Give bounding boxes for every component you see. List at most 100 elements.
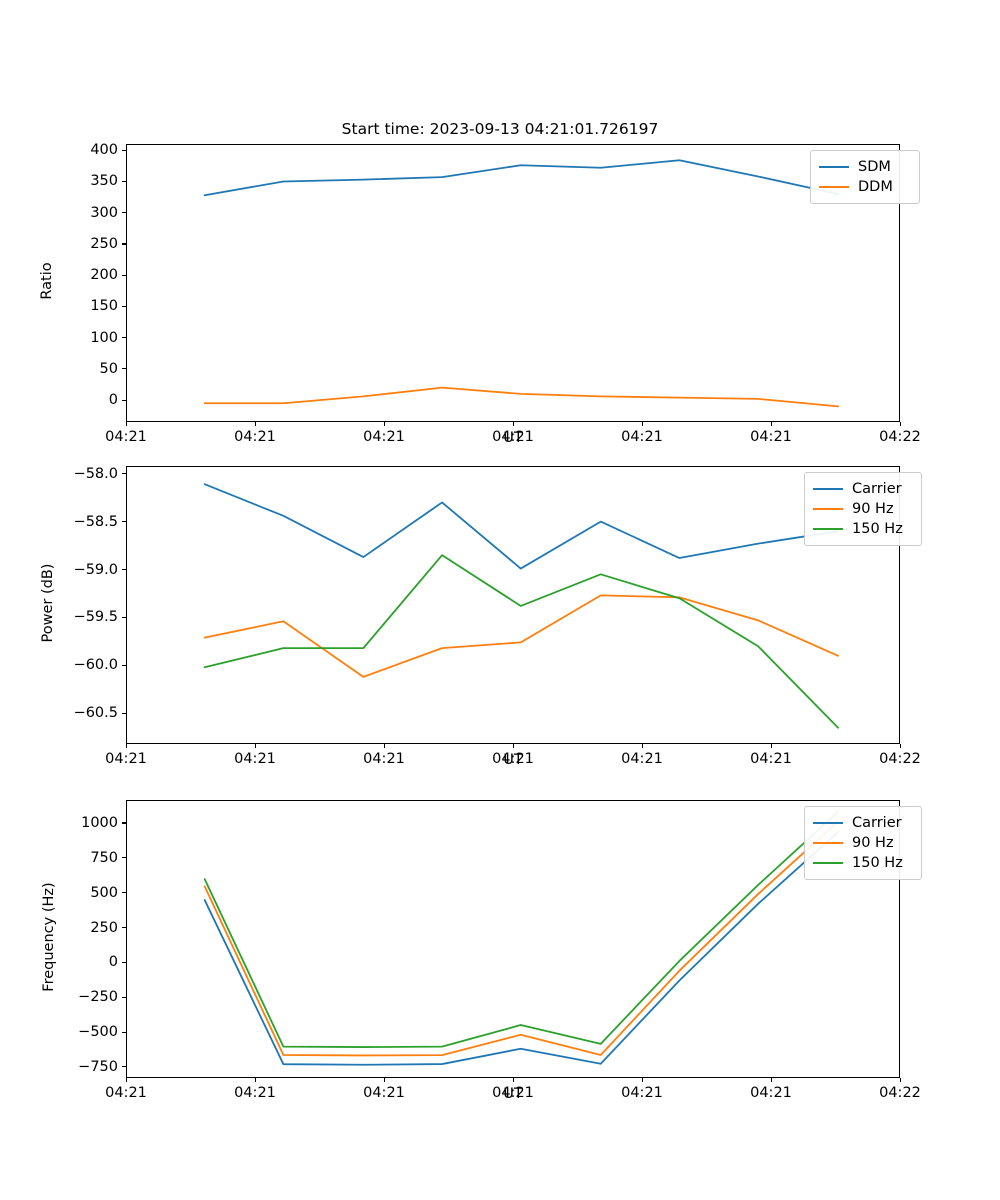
legend-label-carrier: Carrier xyxy=(852,815,902,831)
ytick-label: −58.5 xyxy=(73,513,118,530)
legend-item: Carrier xyxy=(813,479,913,499)
ytick-mark xyxy=(122,212,126,214)
legend-item: 90 Hz xyxy=(813,833,913,853)
series-line-150-hz xyxy=(203,554,839,729)
ytick-label: 400 xyxy=(90,142,118,159)
ytick-label: −250 xyxy=(78,989,118,1006)
panel-frequency-data xyxy=(203,810,839,1066)
ytick-mark xyxy=(122,616,126,619)
xtick-label: 04:21 xyxy=(750,429,792,445)
legend-swatch-150hz xyxy=(813,861,843,865)
legend-swatch-carrier xyxy=(813,487,843,491)
ytick-mark xyxy=(122,521,126,523)
series-line-carrier xyxy=(203,483,839,570)
ytick-mark xyxy=(122,822,126,824)
legend-swatch-ddm xyxy=(819,185,849,189)
xtick-mark xyxy=(125,744,127,748)
panel-power-data xyxy=(203,483,839,729)
legend-item: 150 Hz xyxy=(813,853,913,873)
ytick-label: 0 xyxy=(108,392,118,409)
ytick-mark xyxy=(122,927,126,929)
ytick-mark xyxy=(122,399,126,401)
legend-swatch-90hz xyxy=(813,507,843,511)
panel-ratio-xlabel: UT xyxy=(503,430,523,446)
ytick-label: −500 xyxy=(78,1024,118,1040)
xtick-label: 04:21 xyxy=(234,1085,276,1101)
legend-swatch-sdm xyxy=(819,165,849,169)
xtick-mark xyxy=(641,1078,643,1082)
xtick-mark xyxy=(383,422,385,426)
legend-label-ddm: DDM xyxy=(858,179,893,195)
ytick-mark xyxy=(122,473,126,475)
ytick-label: 0 xyxy=(108,954,118,971)
legend-item: SDM xyxy=(819,157,911,177)
panel-frequency: Frequency (Hz) UT Carrier 90 Hz 150 Hz −… xyxy=(0,786,1000,1116)
series-line-ddm xyxy=(203,386,839,408)
panel-power-xlabel: UT xyxy=(503,752,523,768)
panel-power: Power (dB) UT Carrier 90 Hz 150 Hz −60.5… xyxy=(0,452,1000,772)
xtick-label: 04:21 xyxy=(363,429,405,445)
xtick-mark xyxy=(899,744,901,748)
legend-label-carrier: Carrier xyxy=(852,481,902,497)
xtick-mark xyxy=(254,1078,256,1082)
xtick-mark xyxy=(125,1078,127,1082)
ytick-mark xyxy=(122,180,126,183)
ytick-label: −60.0 xyxy=(73,657,118,674)
legend-swatch-150hz xyxy=(813,527,843,531)
series-line-carrier xyxy=(203,831,839,1066)
ytick-label: 100 xyxy=(90,329,118,346)
xtick-mark xyxy=(512,422,514,426)
xtick-label: 04:22 xyxy=(879,751,921,767)
ytick-mark xyxy=(122,368,126,370)
xtick-label: 04:21 xyxy=(105,751,147,767)
xtick-label: 04:22 xyxy=(879,429,921,445)
xtick-mark xyxy=(512,744,514,748)
xtick-label: 04:21 xyxy=(105,1085,147,1101)
ytick-label: −58.0 xyxy=(73,465,118,482)
xtick-label: 04:22 xyxy=(879,1085,921,1101)
ytick-label: 250 xyxy=(90,235,118,252)
ytick-mark xyxy=(122,337,126,339)
legend-item: DDM xyxy=(819,177,911,197)
panel-power-ylabel: Power (dB) xyxy=(40,563,56,643)
panel-frequency-legend: Carrier 90 Hz 150 Hz xyxy=(804,806,922,880)
series-line-90-hz xyxy=(203,594,839,678)
xtick-mark xyxy=(383,744,385,748)
xtick-mark xyxy=(254,744,256,748)
xtick-label: 04:21 xyxy=(621,1085,663,1101)
legend-swatch-carrier xyxy=(813,821,843,825)
xtick-mark xyxy=(254,422,256,426)
xtick-mark xyxy=(383,1078,385,1082)
panel-ratio-legend: SDM DDM xyxy=(810,150,920,204)
legend-item: 90 Hz xyxy=(813,499,913,519)
xtick-mark xyxy=(641,744,643,748)
ytick-mark xyxy=(122,243,126,245)
ytick-mark xyxy=(122,1031,126,1033)
xtick-mark xyxy=(770,1078,772,1082)
xtick-label: 04:21 xyxy=(234,429,276,445)
xtick-mark xyxy=(770,422,772,426)
panel-ratio-axes xyxy=(126,144,900,422)
ytick-mark xyxy=(122,569,126,571)
legend-label-150hz: 150 Hz xyxy=(852,855,903,871)
legend-label-150hz: 150 Hz xyxy=(852,521,903,537)
xtick-label: 04:21 xyxy=(750,1085,792,1101)
ytick-mark xyxy=(122,961,126,963)
ytick-mark xyxy=(122,996,126,998)
ytick-label: 150 xyxy=(90,298,118,315)
xtick-label: 04:21 xyxy=(105,429,147,445)
ytick-label: −59.5 xyxy=(73,609,118,626)
ytick-mark xyxy=(122,892,126,894)
figure-title: Start time: 2023-09-13 04:21:01.726197 xyxy=(341,120,659,138)
ytick-label: 1000 xyxy=(81,814,118,831)
ytick-mark xyxy=(122,664,126,666)
xtick-label: 04:21 xyxy=(492,751,534,767)
panel-frequency-axes xyxy=(126,800,900,1078)
legend-swatch-90hz xyxy=(813,841,843,845)
ytick-mark xyxy=(122,149,126,151)
series-line-150-hz xyxy=(203,810,839,1048)
ytick-label: −60.5 xyxy=(73,705,118,722)
xtick-label: 04:21 xyxy=(363,751,405,767)
xtick-label: 04:21 xyxy=(621,429,663,445)
legend-item: 150 Hz xyxy=(813,519,913,539)
